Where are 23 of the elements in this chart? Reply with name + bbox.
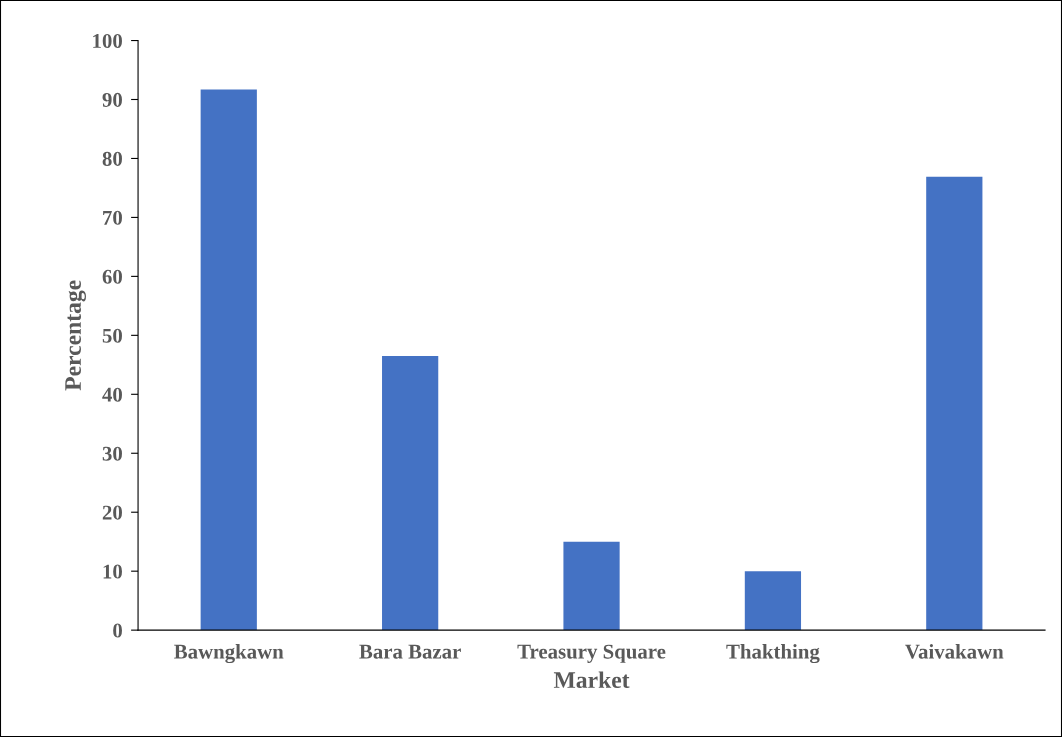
bar <box>200 89 257 631</box>
bar <box>563 541 620 631</box>
bar <box>382 355 439 631</box>
y-tick-label: 0 <box>113 623 122 638</box>
x-tick-label: Vaivakawn <box>905 644 1004 659</box>
x-tick-label: Thakthing <box>726 644 820 664</box>
y-tick-label: 60 <box>102 269 122 284</box>
x-tick-label: Bawngkawn <box>174 644 284 664</box>
bar <box>744 571 802 631</box>
y-tick-label: 100 <box>93 33 122 48</box>
y-tick-label: 50 <box>102 328 122 343</box>
y-tick-label: 90 <box>102 92 122 107</box>
y-tick-label: 80 <box>102 151 122 166</box>
y-tick-label: 70 <box>103 210 122 225</box>
y-axis-title: Percentage <box>65 280 86 391</box>
y-tick-label: 40 <box>102 387 122 402</box>
y-tick-label: 20 <box>102 505 122 520</box>
y-tick-label: 10 <box>103 564 122 579</box>
x-tick-label: Treasury Square <box>517 644 666 663</box>
x-tick-label: Bara Bazar <box>359 644 461 659</box>
x-axis-title: Market <box>553 671 630 689</box>
y-tick-label: 30 <box>102 446 122 461</box>
bar <box>926 176 983 631</box>
